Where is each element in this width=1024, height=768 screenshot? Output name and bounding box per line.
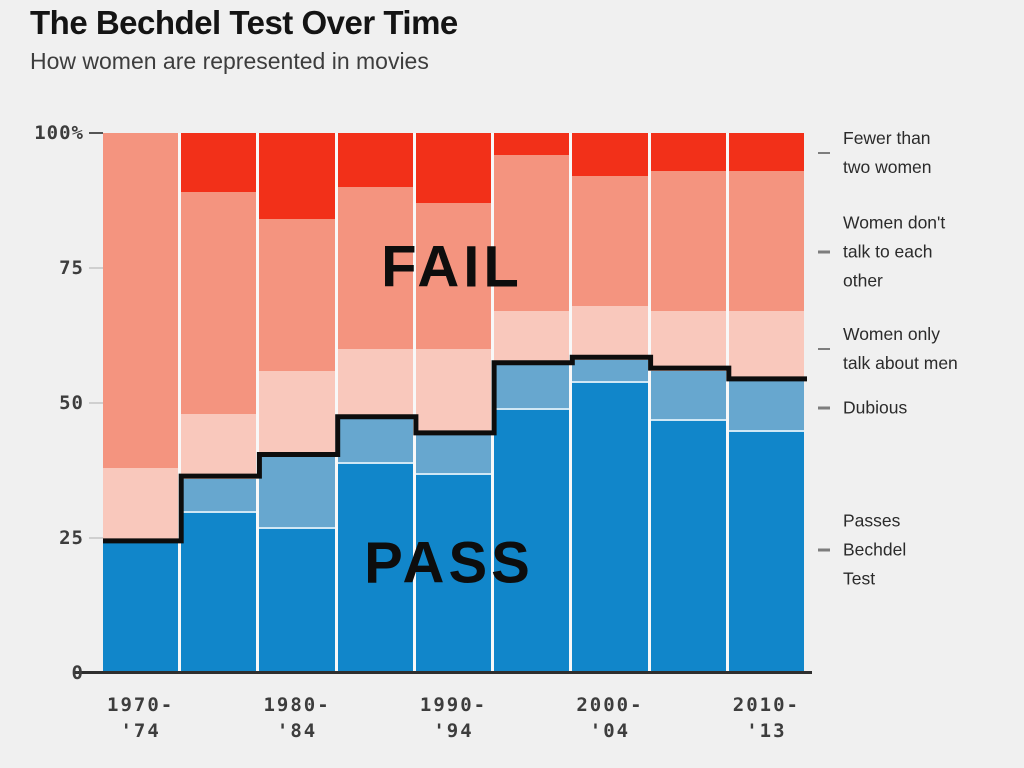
segment-pass	[650, 419, 726, 673]
y-tick-mark	[89, 537, 103, 539]
segment-notalk	[415, 203, 492, 349]
segment-dubious	[494, 365, 570, 409]
segment-notalk	[259, 219, 335, 371]
bar-1990-'94	[415, 133, 492, 673]
segment-pass	[415, 473, 492, 673]
legend-row: Women only talk about men	[818, 320, 1018, 378]
segment-dubious	[650, 370, 726, 420]
bar-1995-'99	[494, 133, 570, 673]
segment-notalk	[728, 170, 804, 312]
chart-subtitle: How women are represented in movies	[30, 48, 429, 74]
legend-label: Women don't talk to each other	[843, 212, 946, 291]
y-tick-mark	[89, 132, 103, 134]
segment-dubious	[415, 435, 492, 474]
segment-dubious	[181, 478, 257, 511]
y-tick-mark	[89, 402, 103, 404]
segment-men	[494, 311, 570, 366]
pass-fail-step-line	[103, 354, 807, 544]
segment-dubious	[572, 359, 648, 382]
x-tick-label: 1990- '94	[419, 694, 488, 742]
segment-pass	[103, 543, 179, 673]
legend-tick-mark	[818, 250, 830, 254]
bar-2010-'13	[728, 133, 804, 673]
segment-notalk	[650, 170, 726, 312]
segment-nowomen	[259, 133, 335, 220]
segment-dubious	[728, 381, 804, 430]
segment-notalk	[494, 154, 570, 312]
segment-men	[181, 413, 257, 479]
segment-men	[259, 370, 335, 457]
legend-tick-mark	[818, 151, 830, 155]
bar-gap	[569, 133, 573, 673]
bar-1970-'74	[103, 133, 179, 673]
segment-pass	[259, 527, 335, 673]
legend-row: Passes Bechdel Test	[818, 507, 1018, 594]
x-tick-label: 1970- '74	[107, 694, 175, 742]
segment-men	[572, 305, 648, 360]
legend-label: Dubious	[843, 397, 908, 418]
segment-men	[728, 311, 804, 382]
y-tick-label: 0	[71, 662, 84, 684]
segment-notalk	[181, 192, 257, 414]
segment-nowomen	[728, 133, 804, 171]
segment-nowomen	[337, 133, 413, 187]
bar-2005-'09	[650, 133, 726, 673]
x-tick-label: 1980- '84	[263, 694, 331, 742]
y-tick-label: 25	[59, 527, 84, 549]
segment-dubious	[337, 419, 413, 463]
bar-gap	[256, 133, 260, 673]
bar-1975-'79	[181, 133, 257, 673]
legend-row: Dubious	[818, 394, 1018, 423]
legend-tick-mark	[818, 347, 830, 351]
y-tick-label: 100%	[34, 122, 84, 144]
bar-gap	[412, 133, 416, 673]
x-axis-baseline	[74, 671, 812, 674]
bar-1980-'84	[259, 133, 335, 673]
segment-notalk	[337, 187, 413, 349]
segment-nowomen	[181, 133, 257, 193]
chart-title: The Bechdel Test Over Time	[30, 4, 458, 41]
segment-men	[337, 349, 413, 420]
segment-dubious	[259, 456, 335, 528]
segment-men	[650, 311, 726, 371]
segment-pass	[494, 408, 570, 673]
legend-label: Passes Bechdel Test	[843, 510, 907, 589]
legend-tick-mark	[818, 406, 830, 410]
segment-notalk	[103, 133, 179, 468]
bar-1985-'89	[337, 133, 413, 673]
y-tick-mark	[89, 267, 103, 269]
bar-gap	[647, 133, 651, 673]
legend-row: Women don't talk to each other	[818, 209, 1018, 296]
segment-nowomen	[572, 133, 648, 177]
fail-annotation: FAIL	[381, 234, 523, 300]
bar-gap	[178, 133, 182, 673]
segment-pass	[181, 510, 257, 673]
segment-notalk	[572, 176, 648, 306]
pass-annotation: PASS	[364, 530, 534, 596]
x-tick-label: 2010- '13	[732, 694, 800, 742]
bar-2000-'04	[572, 133, 648, 673]
y-tick-label: 75	[59, 257, 84, 279]
segment-nowomen	[494, 133, 570, 155]
y-tick-label: 50	[59, 392, 84, 414]
bar-gap	[334, 133, 338, 673]
bar-gap	[725, 133, 729, 673]
segment-pass	[337, 462, 413, 673]
legend-tick-mark	[818, 548, 830, 552]
legend-label: Women only talk about men	[843, 324, 958, 373]
plot-area	[103, 133, 807, 673]
segment-nowomen	[650, 133, 726, 171]
segment-men	[415, 348, 492, 436]
legend-row: Fewer than two women	[818, 124, 1018, 182]
segment-nowomen	[415, 133, 492, 204]
legend-label: Fewer than two women	[843, 128, 932, 177]
segment-men	[103, 467, 179, 544]
x-tick-label: 2000- '04	[576, 694, 644, 742]
segment-pass	[572, 381, 648, 673]
segment-pass	[728, 429, 804, 673]
